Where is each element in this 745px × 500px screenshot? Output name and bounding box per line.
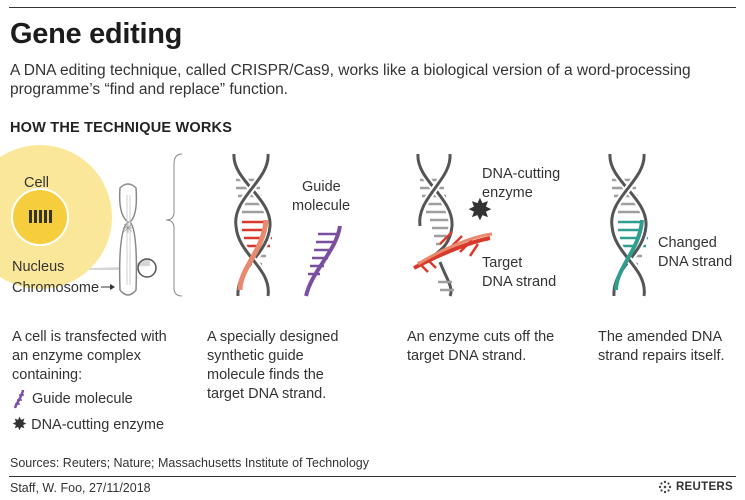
- step-3-description: An enzyme cuts off the target DNA strand…: [407, 329, 555, 364]
- zoom-brace: [165, 153, 183, 297]
- page-title: Gene editing: [10, 18, 183, 50]
- credit-line: Staff, W. Foo, 27/11/2018: [10, 481, 151, 495]
- enzyme-label-line2: enzyme: [482, 185, 533, 201]
- target-label-line2: DNA strand: [482, 274, 556, 290]
- bottom-rule: [9, 476, 736, 477]
- dna-helix-step4: [606, 153, 650, 297]
- step-2-description: A specially designed synthetic guide mol…: [207, 329, 339, 402]
- reuters-logo-icon: [658, 480, 672, 494]
- chromosome-shape: [118, 183, 138, 296]
- nucleus-chromosomes: [29, 210, 52, 223]
- page-subtitle: A DNA editing technique, called CRISPR/C…: [10, 62, 691, 98]
- enzyme-icon: ✸: [12, 414, 28, 434]
- chromosome-arrowhead: [110, 284, 115, 290]
- target-label-line1: Target: [482, 255, 522, 271]
- step-1-description: A cell is transfected with an enzyme com…: [12, 329, 167, 383]
- changed-label-line1: Changed: [658, 235, 717, 251]
- changed-label-line2: DNA strand: [658, 254, 732, 270]
- legend-dna-cutting-enzyme: ✸ DNA-cutting enzyme: [12, 414, 165, 434]
- sources-note: Sources: Reuters; Nature; Massachusetts …: [10, 456, 369, 470]
- step-4-description: The amended DNA strand repairs itself.: [598, 329, 725, 364]
- centromere-icon: ✳: [122, 220, 134, 236]
- gene-editing-diagram: Cell Nucleus Chromosome ✳: [0, 145, 732, 297]
- dna-helix-step3: [413, 153, 493, 297]
- cell-label: Cell: [24, 175, 49, 191]
- enzyme-label-line1: DNA-cutting: [482, 166, 560, 182]
- nucleus-label: Nucleus: [12, 259, 64, 275]
- dna-cutting-enzyme-icon: ✸: [467, 194, 492, 227]
- guide-label-line2: molecule: [292, 198, 350, 214]
- section-heading: HOW THE TECHNIQUE WORKS: [10, 120, 233, 136]
- chromosome-label: Chromosome: [12, 280, 99, 296]
- reuters-logo: REUTERS: [658, 480, 733, 494]
- guide-molecule-icon: [13, 389, 25, 409]
- legend-guide-molecule: Guide molecule: [12, 389, 133, 409]
- chromosome-gap: [126, 195, 131, 285]
- top-rule: [9, 7, 736, 8]
- cell-illustration: [0, 145, 150, 289]
- guide-molecule: [304, 225, 342, 297]
- zoom-circle: [137, 258, 157, 278]
- guide-label-line1: Guide: [302, 179, 341, 195]
- dna-helix-step2: [230, 153, 274, 297]
